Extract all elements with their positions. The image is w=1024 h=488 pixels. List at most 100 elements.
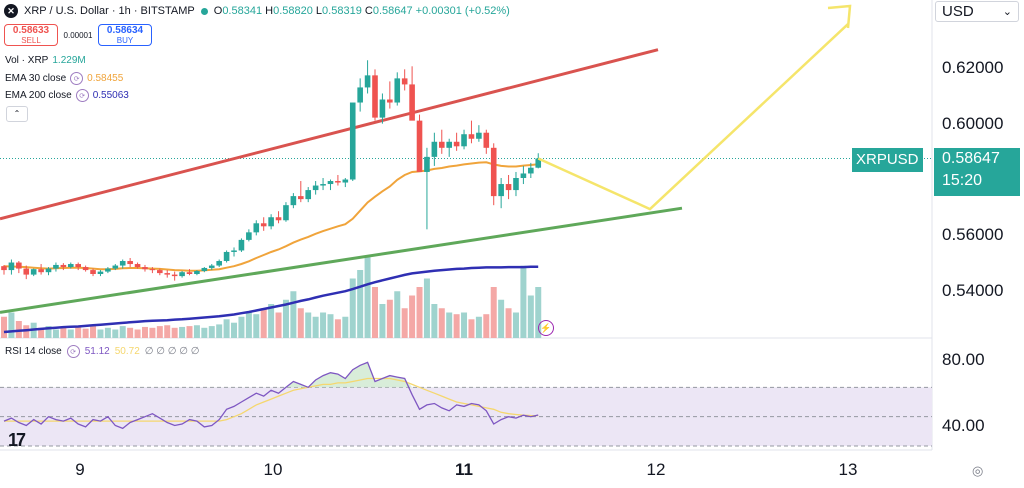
- currency-select[interactable]: USD ⌄: [935, 1, 1019, 22]
- volume-bar: [438, 308, 445, 338]
- candle-body: [498, 184, 504, 197]
- candle-body: [483, 132, 490, 148]
- candle-body: [201, 267, 208, 271]
- candle-body: [394, 78, 401, 103]
- lower-trendline: [0, 206, 683, 314]
- ema30-legend[interactable]: EMA 30 close ⟳ 0.58455: [5, 72, 124, 85]
- candle-body: [513, 178, 519, 191]
- volume-bar: [156, 326, 163, 338]
- candle-body: [260, 223, 267, 227]
- candle-body: [431, 141, 438, 157]
- candle-body: [97, 271, 104, 274]
- candle-body: [75, 264, 81, 268]
- time-axis-label: 9: [75, 460, 85, 479]
- candle-body: [342, 179, 349, 183]
- volume-bar: [171, 327, 178, 338]
- ema200-legend[interactable]: EMA 200 close ⟳ 0.55063: [5, 89, 129, 102]
- volume-bar: [193, 325, 200, 338]
- volume-bar: [416, 287, 423, 338]
- candle-body: [134, 264, 141, 268]
- volume-bar: [409, 295, 416, 338]
- volume-bar: [1, 316, 7, 338]
- last-price-value: 0.58647: [942, 150, 1000, 167]
- volume-bar: [52, 329, 59, 338]
- volume-bar: [468, 319, 475, 338]
- volume-bar: [342, 316, 349, 338]
- volume-bar: [446, 312, 453, 338]
- bar-countdown: 15:20: [942, 172, 983, 189]
- candle-body: [216, 261, 222, 266]
- volume-bar: [60, 327, 67, 338]
- collapse-legend-button[interactable]: ⌃: [6, 106, 28, 122]
- trend-channel: [0, 48, 683, 314]
- volume-bar: [282, 299, 289, 338]
- projection-arrowhead: [827, 4, 852, 29]
- volume-bar: [498, 299, 505, 338]
- buy-button[interactable]: 0.58634 BUY: [98, 24, 152, 46]
- candle-body: [535, 158, 542, 168]
- rsi-axis-label: 80.00: [942, 350, 985, 369]
- volume-bar: [8, 312, 15, 338]
- symbol-price-tag: XRPUSD: [852, 148, 923, 172]
- volume-bar: [394, 291, 401, 338]
- candle-body: [194, 270, 200, 274]
- grid: [0, 0, 933, 451]
- candle-body: [82, 267, 89, 271]
- xrp-logo-icon: ✕: [4, 4, 18, 18]
- candle-body: [38, 269, 44, 273]
- candle-body: [453, 141, 460, 147]
- projection-arrow: [537, 4, 852, 211]
- settings-icon[interactable]: ⟳: [70, 72, 84, 85]
- candle-body: [335, 181, 341, 183]
- candle-body: [364, 75, 371, 88]
- tradingview-logo[interactable]: 17: [8, 430, 26, 450]
- candle-body: [305, 190, 312, 200]
- candle-body: [171, 274, 178, 277]
- gear-icon[interactable]: ◎: [972, 463, 984, 478]
- candle-body: [468, 134, 475, 139]
- volume-bar: [401, 308, 408, 338]
- volume-legend[interactable]: Vol · XRP 1.229M: [5, 55, 86, 66]
- candle-body: [409, 84, 415, 121]
- volume-bar: [260, 308, 267, 338]
- sell-button[interactable]: 0.58633 SELL: [4, 24, 58, 46]
- candle-body: [53, 264, 59, 269]
- alert-icon[interactable]: ⚡: [538, 320, 554, 336]
- candle-body: [401, 78, 408, 85]
- candle-body: [105, 268, 111, 272]
- volume-bar: [149, 327, 156, 338]
- upper-trendline: [0, 48, 659, 221]
- rsi-ma-line: [4, 377, 539, 422]
- rsi-legend[interactable]: RSI 14 close ⟳ 51.12 50.72 ∅ ∅ ∅ ∅ ∅: [5, 345, 200, 358]
- candle-body: [387, 99, 393, 103]
- candle-body: [223, 251, 230, 262]
- volume-bar: [23, 325, 30, 338]
- candle-body: [290, 196, 297, 206]
- settings-icon[interactable]: ⟳: [75, 89, 89, 102]
- rsi-line: [3, 361, 539, 430]
- price-axis-label: 0.54000: [942, 281, 1004, 300]
- candle-body: [424, 156, 430, 172]
- candle-body: [438, 141, 445, 148]
- candle-body: [446, 141, 452, 148]
- candle-body: [476, 132, 482, 139]
- settings-icon[interactable]: ⟳: [66, 345, 80, 358]
- price-axis-label: 0.56000: [942, 225, 1004, 244]
- time-axis-label: 11: [455, 460, 473, 479]
- candle-body: [208, 265, 215, 268]
- symbol-title[interactable]: XRP / U.S. Dollar · 1h · BITSTAMP: [24, 5, 195, 17]
- candle-body: [357, 87, 363, 103]
- ema-lines: [3, 161, 539, 334]
- volume-bar: [179, 326, 186, 338]
- volume-bar: [164, 325, 171, 338]
- change-value: +0.00301 (+0.52%): [415, 5, 510, 17]
- candle-body: [320, 184, 326, 186]
- candle-body: [231, 250, 237, 252]
- last-price-tag: 0.58647 15:20: [934, 148, 1020, 196]
- volume-bar: [386, 299, 393, 338]
- volume-bar: [104, 327, 111, 338]
- volume-bar: [112, 329, 119, 338]
- rsi-pane: [0, 361, 932, 447]
- volume-bar: [141, 326, 148, 338]
